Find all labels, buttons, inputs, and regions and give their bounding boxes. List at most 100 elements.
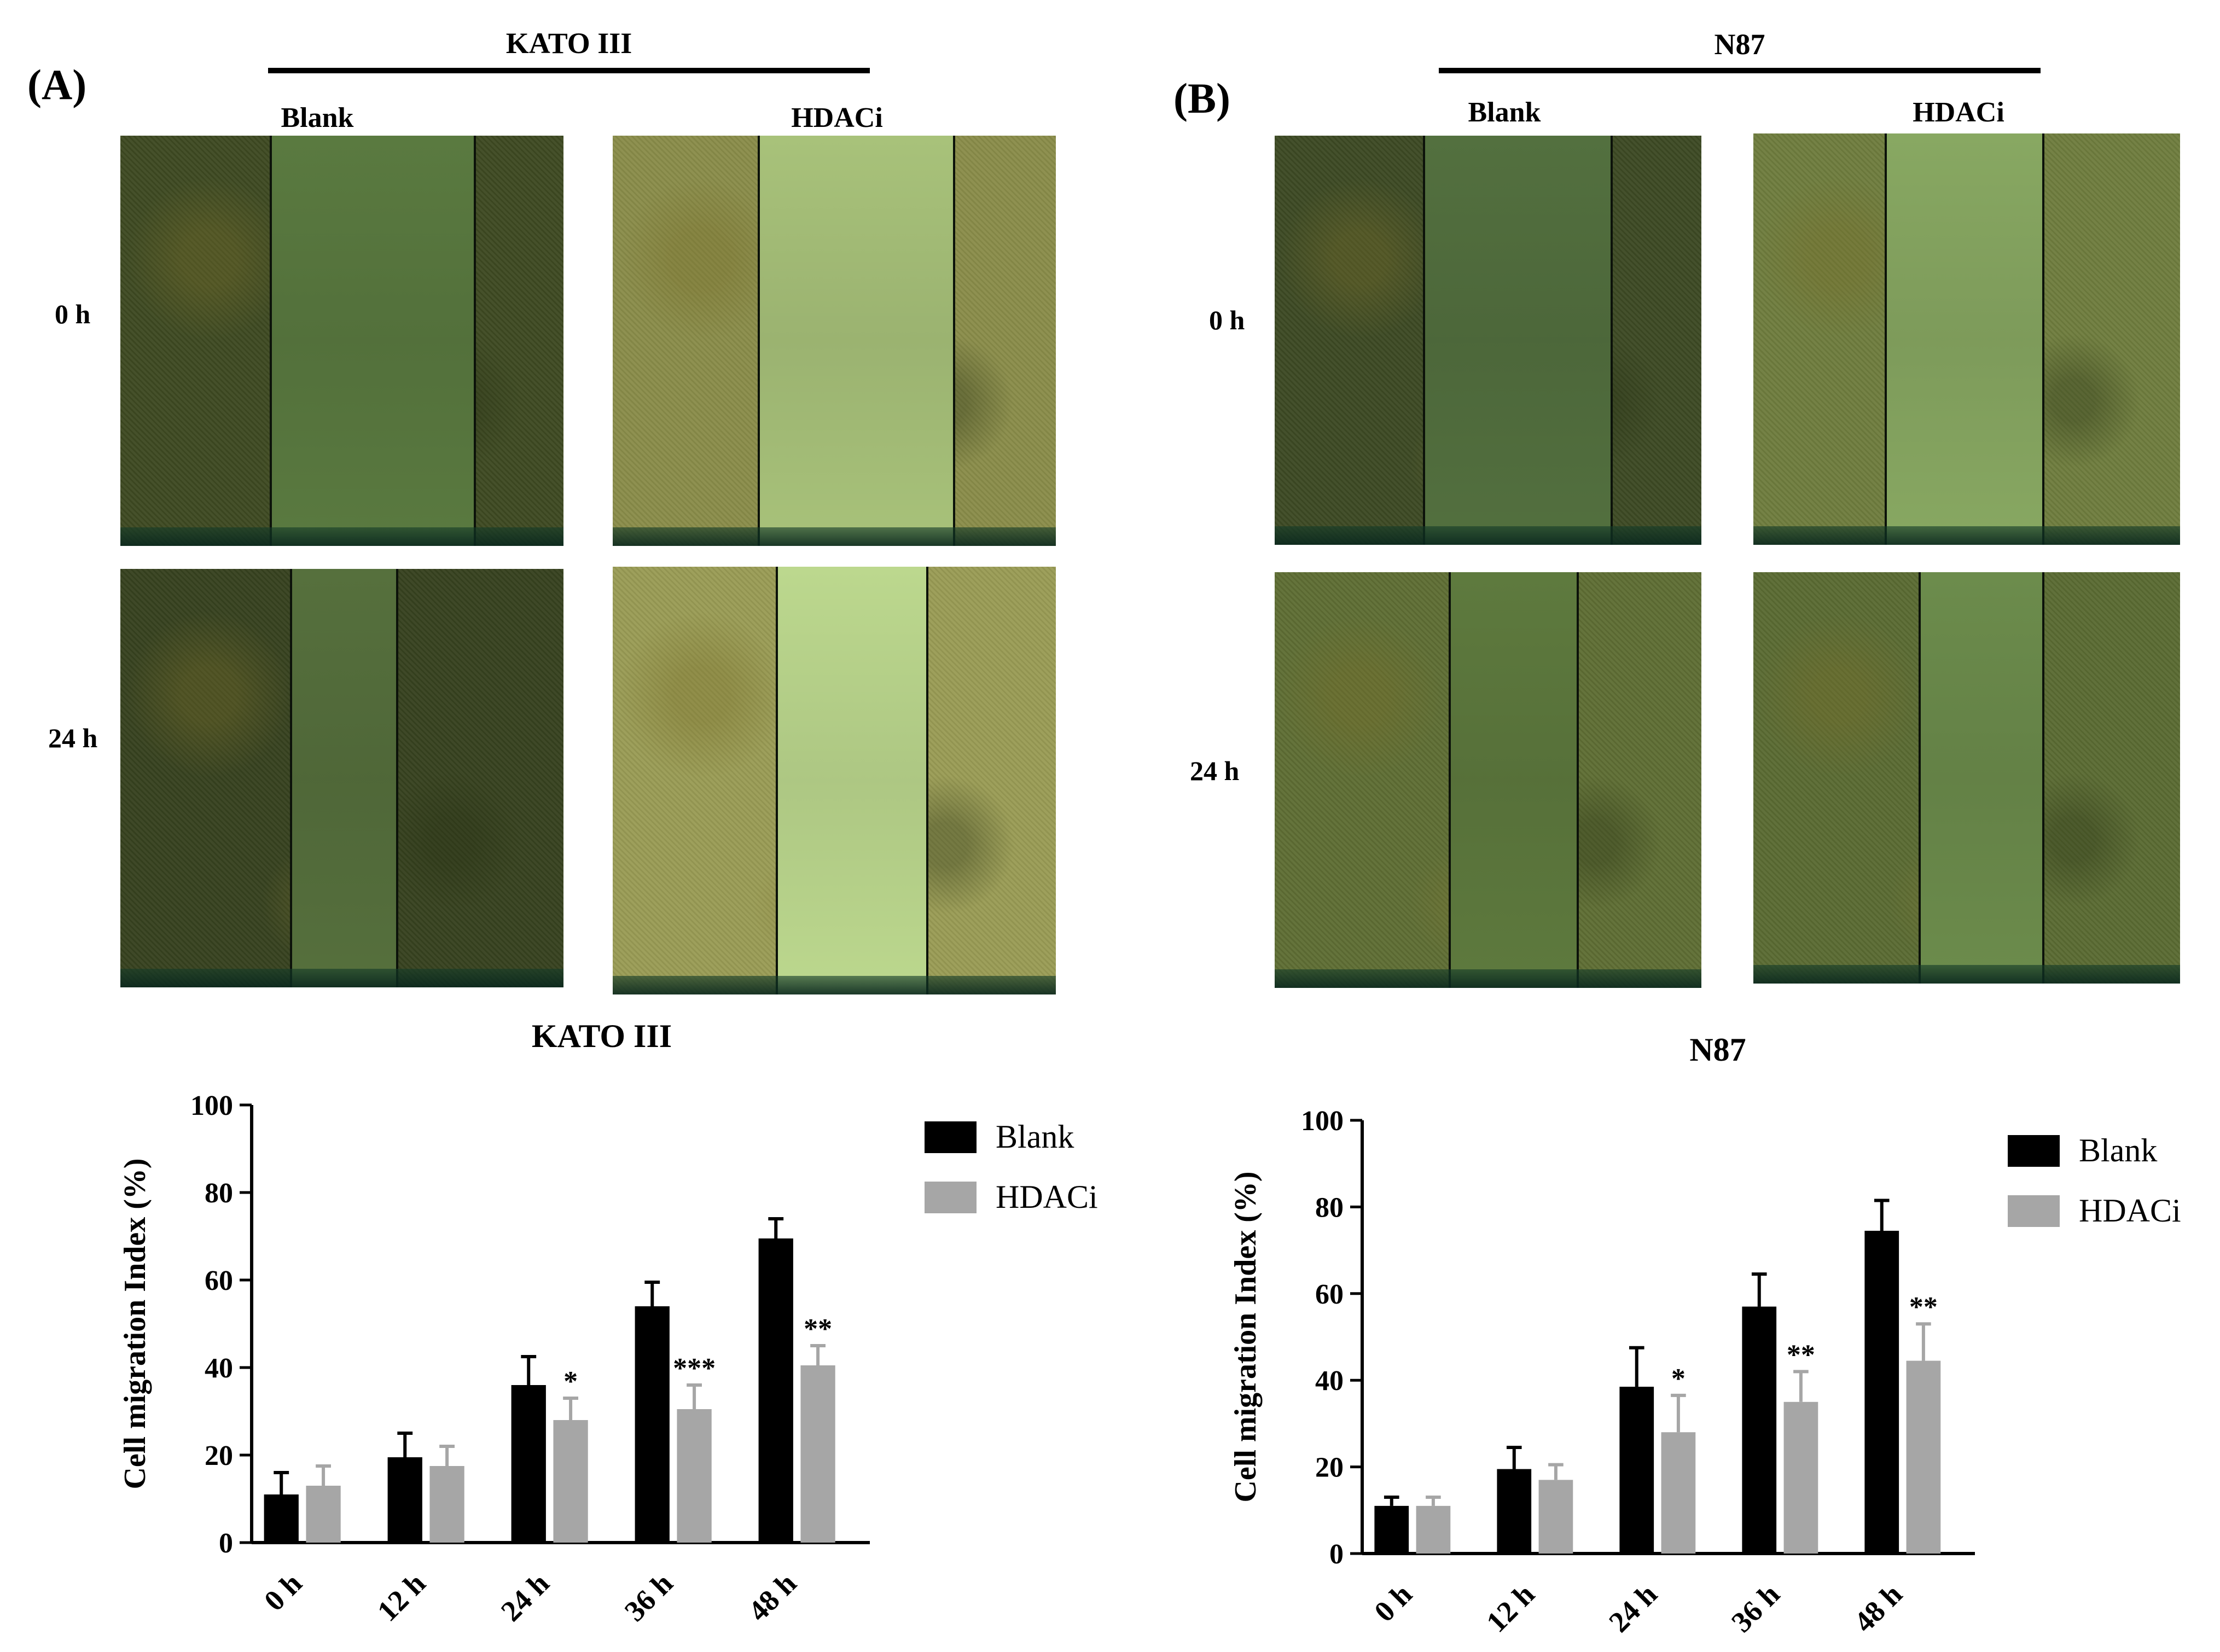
y-tick-label: 40 bbox=[1315, 1365, 1344, 1397]
scratch-edge-right bbox=[952, 136, 955, 546]
y-axis-label: Cell migration Index (%) bbox=[1229, 1171, 1263, 1502]
legend-swatch-blank bbox=[2008, 1135, 2060, 1167]
panel-b-row-label-24h: 24 h bbox=[1190, 755, 1240, 786]
y-tick-label: 60 bbox=[205, 1265, 233, 1296]
micrograph-b-blank-0h bbox=[1275, 136, 1701, 545]
panel-b-cell-line-title: N87 bbox=[1714, 28, 1765, 61]
y-tick-label: 40 bbox=[205, 1353, 233, 1384]
well-bottom-band bbox=[1275, 969, 1701, 988]
bar-blank-12h bbox=[387, 1457, 422, 1543]
y-tick-label: 100 bbox=[1301, 1106, 1344, 1137]
significance-marker: ** bbox=[1787, 1339, 1815, 1370]
legend-label-hdaci: HDACi bbox=[2079, 1193, 2181, 1229]
bar-hdaci-12h bbox=[429, 1466, 464, 1543]
scratch-edge-left bbox=[1448, 572, 1451, 988]
bar-blank-24h bbox=[1619, 1387, 1654, 1554]
legend-swatch-hdaci bbox=[925, 1182, 977, 1213]
bar-hdaci-0h bbox=[306, 1486, 341, 1543]
x-tick-label: 24 h bbox=[1602, 1578, 1663, 1638]
significance-marker: * bbox=[1671, 1363, 1686, 1394]
chart-b: 0 20 40 60 80 100 Cell migration Index (%) 0 h 1… bbox=[1229, 1106, 2181, 1638]
scratch-edge-right bbox=[474, 136, 476, 546]
micrograph-b-hdaci-24h bbox=[1753, 572, 2180, 984]
bar-blank-48h bbox=[758, 1238, 793, 1543]
micrograph-a-hdaci-0h bbox=[613, 136, 1056, 546]
bar-hdaci-12h bbox=[1538, 1480, 1573, 1554]
legend-label-hdaci: HDACi bbox=[996, 1179, 1098, 1215]
scratch-edge-right bbox=[1576, 572, 1579, 988]
bar-blank-48h bbox=[1864, 1230, 1899, 1554]
bar-hdaci-0h bbox=[1416, 1505, 1451, 1554]
bar-blank-24h bbox=[511, 1385, 546, 1543]
scratch-edge-left bbox=[1919, 572, 1921, 984]
y-tick-label: 80 bbox=[205, 1178, 233, 1209]
panel-b-header-rule bbox=[1439, 68, 2041, 73]
well-bottom-band bbox=[1275, 526, 1701, 545]
bar-hdaci-36h bbox=[677, 1409, 712, 1543]
bar-blank-0h bbox=[1374, 1505, 1409, 1554]
y-tick-label: 60 bbox=[1315, 1279, 1344, 1310]
scratch-edge-left bbox=[289, 569, 292, 987]
significance-marker: * bbox=[563, 1366, 578, 1397]
panel-a-cell-line-title: KATO III bbox=[505, 27, 632, 60]
well-bottom-band bbox=[1753, 526, 2180, 545]
scratch-gap bbox=[759, 136, 954, 546]
scratch-edge-right bbox=[2042, 133, 2045, 545]
micrograph-b-hdaci-0h bbox=[1753, 133, 2180, 545]
scratch-edge-right bbox=[926, 567, 929, 994]
micrograph-b-blank-24h bbox=[1275, 572, 1701, 988]
panel-b-row-label-0h: 0 h bbox=[1209, 305, 1245, 335]
y-tick-label: 100 bbox=[190, 1090, 233, 1121]
scratch-gap bbox=[1885, 133, 2044, 545]
well-bottom-band bbox=[613, 976, 1056, 994]
y-axis-label: Cell migration Index (%) bbox=[118, 1158, 152, 1489]
significance-marker: ** bbox=[804, 1313, 832, 1345]
scratch-gap bbox=[290, 569, 398, 987]
scratch-edge-left bbox=[1884, 133, 1887, 545]
bar-blank-36h bbox=[635, 1306, 670, 1543]
scratch-edge-left bbox=[270, 136, 272, 546]
well-bottom-band bbox=[1753, 965, 2180, 984]
x-tick-label: 36 h bbox=[1725, 1578, 1786, 1638]
bar-hdaci-36h bbox=[1783, 1401, 1818, 1554]
bar-blank-0h bbox=[264, 1494, 299, 1543]
y-tick-label: 0 bbox=[1329, 1539, 1344, 1570]
y-tick-label: 20 bbox=[205, 1440, 233, 1471]
bar-blank-12h bbox=[1497, 1469, 1532, 1554]
legend-label-blank: Blank bbox=[996, 1119, 1074, 1155]
x-tick-label: 12 h bbox=[1480, 1578, 1541, 1638]
scratch-edge-left bbox=[775, 567, 778, 994]
y-tick-label: 0 bbox=[219, 1528, 233, 1559]
panel-b-label: (B) bbox=[1173, 74, 1230, 122]
panel-a-row-label-24h: 24 h bbox=[48, 723, 98, 753]
panel-b-col-label-hdaci: HDACi bbox=[1913, 97, 2004, 128]
y-tick-label: 80 bbox=[1315, 1192, 1344, 1223]
scratch-edge-right bbox=[2042, 572, 2045, 984]
panel-a-col-label-blank: Blank bbox=[281, 102, 354, 133]
scratch-gap bbox=[776, 567, 928, 994]
y-tick-label: 20 bbox=[1315, 1452, 1344, 1484]
bar-hdaci-48h bbox=[800, 1365, 835, 1543]
chart-a-title: KATO III bbox=[531, 1018, 672, 1054]
scratch-gap bbox=[1449, 572, 1578, 988]
micrograph-a-blank-24h bbox=[120, 569, 563, 987]
bar-hdaci-24h bbox=[553, 1420, 588, 1543]
legend-label-blank: Blank bbox=[2079, 1132, 2157, 1168]
x-tick-label: 0 h bbox=[1368, 1578, 1418, 1628]
panel-b-col-label-blank: Blank bbox=[1468, 97, 1541, 128]
legend-swatch-blank bbox=[925, 1121, 977, 1153]
panel-a-col-label-hdaci: HDACi bbox=[791, 102, 883, 133]
chart-b-title: N87 bbox=[1689, 1032, 1746, 1068]
scratch-edge-right bbox=[396, 569, 399, 987]
well-bottom-band bbox=[120, 527, 563, 546]
significance-marker: ** bbox=[1909, 1292, 1938, 1323]
x-tick-label: 48 h bbox=[1847, 1578, 1908, 1638]
scratch-edge-left bbox=[758, 136, 760, 546]
micrograph-a-hdaci-24h bbox=[613, 567, 1056, 994]
scratch-edge-right bbox=[1611, 136, 1613, 545]
legend-swatch-hdaci bbox=[2008, 1195, 2060, 1227]
well-bottom-band bbox=[613, 527, 1056, 546]
scratch-gap bbox=[1424, 136, 1612, 545]
scratch-gap bbox=[271, 136, 475, 546]
